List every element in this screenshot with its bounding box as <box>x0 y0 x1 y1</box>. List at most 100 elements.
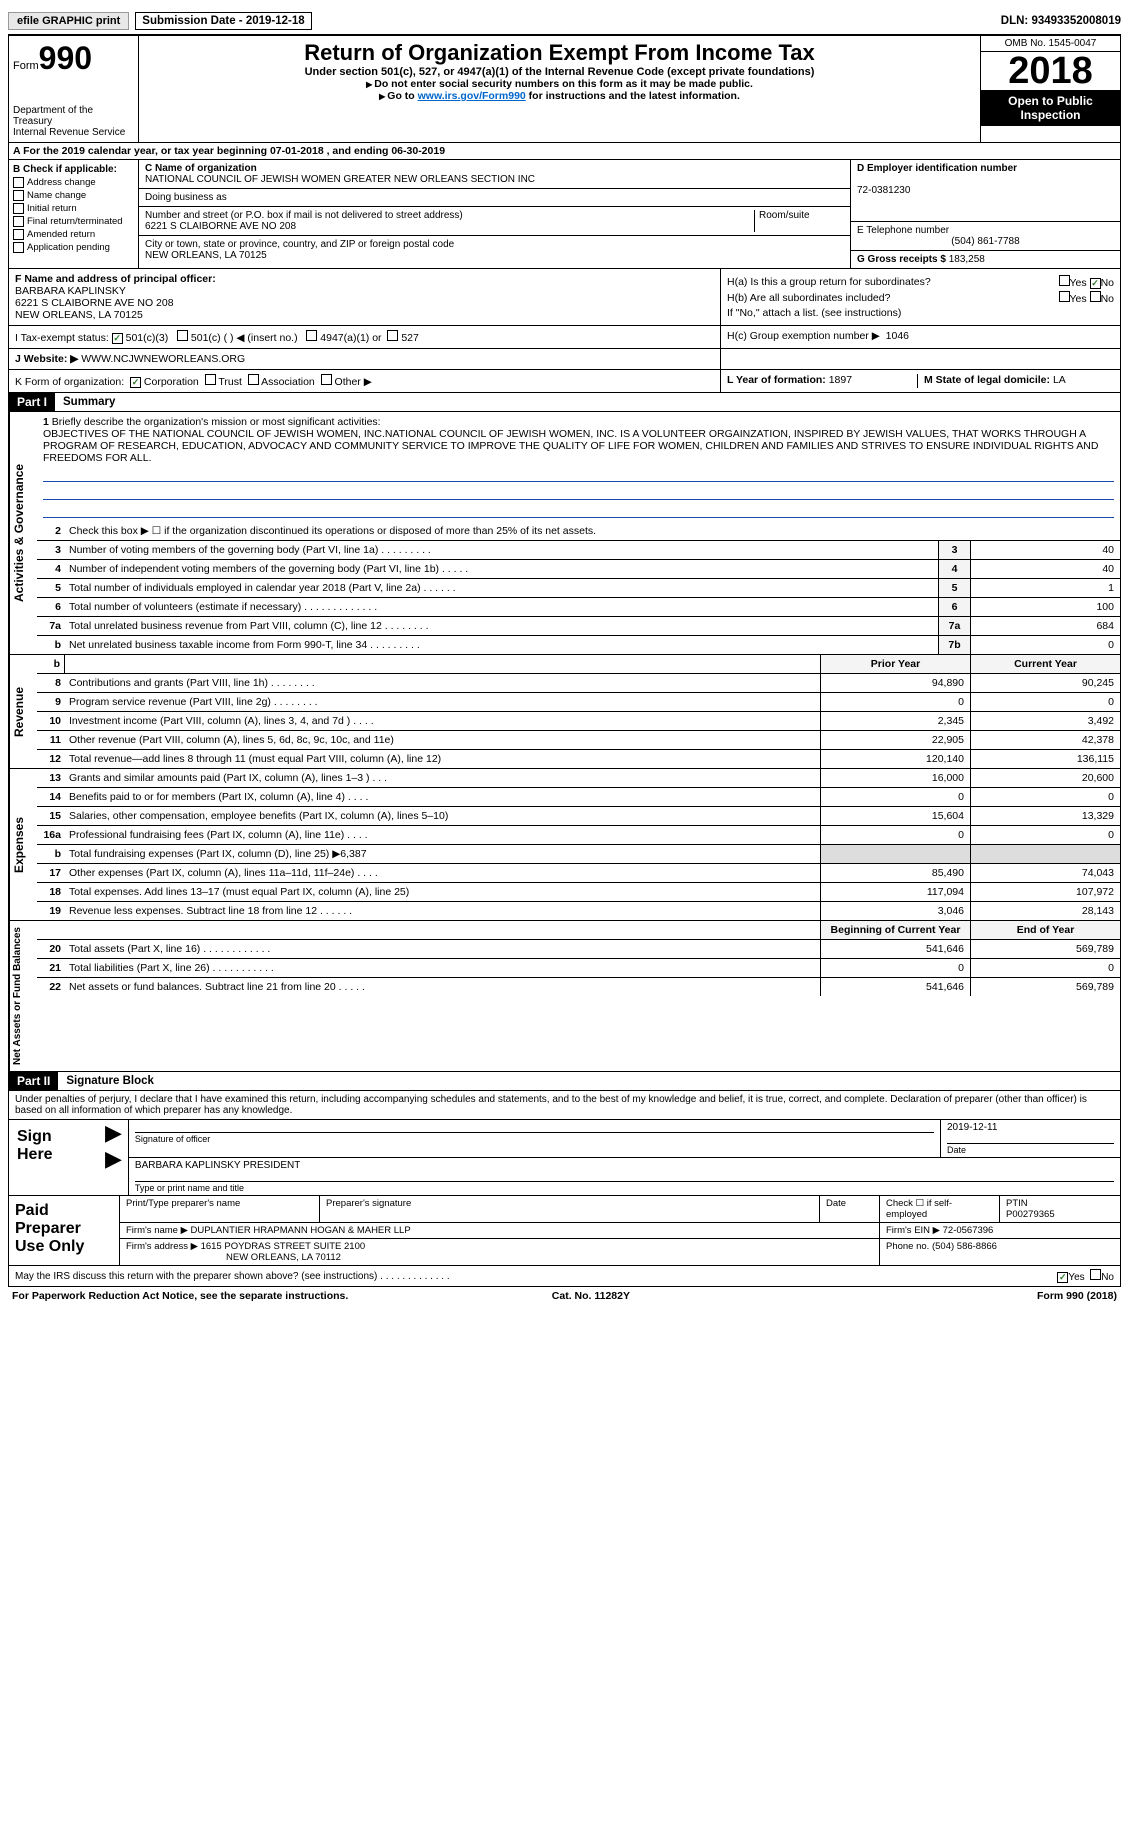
year-block: OMB No. 1545-0047 2018 Open to Public In… <box>980 36 1120 142</box>
summary-line: 20Total assets (Part X, line 16) . . . .… <box>37 940 1120 959</box>
box-b: B Check if applicable: Address change Na… <box>9 160 139 268</box>
checkbox-name-change[interactable] <box>13 190 24 201</box>
form-subtitle: Under section 501(c), 527, or 4947(a)(1)… <box>143 66 976 78</box>
summary-line: 12Total revenue—add lines 8 through 11 (… <box>37 750 1120 768</box>
summary-line: bTotal fundraising expenses (Part IX, co… <box>37 845 1120 864</box>
hb-yes[interactable] <box>1059 291 1070 302</box>
chk-trust[interactable] <box>205 374 216 385</box>
checkbox-application-pending[interactable] <box>13 242 24 253</box>
form-identifier: Form990 Department of the Treasury Inter… <box>9 36 139 142</box>
sign-arrow-icon: ▶▶ <box>99 1120 128 1195</box>
vtab-revenue: Revenue <box>9 655 37 768</box>
firm-address: Firm's address ▶ 1615 POYDRAS STREET SUI… <box>120 1239 880 1265</box>
preparer-sig-label: Preparer's signature <box>320 1196 820 1222</box>
efile-print-button[interactable]: efile GRAPHIC print <box>8 12 129 30</box>
summary-line: 5Total number of individuals employed in… <box>37 579 1120 598</box>
chk-other[interactable] <box>321 374 332 385</box>
phone: (504) 861-7788 <box>857 236 1114 247</box>
discuss-yes[interactable] <box>1057 1272 1068 1283</box>
summary-line: 17Other expenses (Part IX, column (A), l… <box>37 864 1120 883</box>
summary-line: 21Total liabilities (Part X, line 26) . … <box>37 959 1120 978</box>
part2-title: Signature Block <box>58 1075 162 1087</box>
summary-line: 13Grants and similar amounts paid (Part … <box>37 769 1120 788</box>
checkbox-amended[interactable] <box>13 229 24 240</box>
org-name-cell: C Name of organization NATIONAL COUNCIL … <box>139 160 850 189</box>
cat-number: Cat. No. 11282Y <box>552 1290 630 1302</box>
website: WWW.NCJWNEWORLEANS.ORG <box>81 353 245 365</box>
chk-4947[interactable] <box>306 330 317 341</box>
mission-block: 1 Briefly describe the organization's mi… <box>37 412 1120 522</box>
ha-yes[interactable] <box>1059 275 1070 286</box>
form-footer: Form 990 (2018) <box>1037 1290 1117 1302</box>
firm-phone: Phone no. (504) 586-8866 <box>880 1239 1120 1265</box>
summary-line: 3Number of voting members of the governi… <box>37 541 1120 560</box>
tax-year-range: A For the 2019 calendar year, or tax yea… <box>8 143 1121 160</box>
ein: 72-0381230 <box>857 185 910 196</box>
form-title: Return of Organization Exempt From Incom… <box>143 40 976 66</box>
sig-date-label: Date <box>947 1143 1114 1155</box>
tax-exempt-status: I Tax-exempt status: 501(c)(3) 501(c) ( … <box>9 326 720 348</box>
summary-line: 18Total expenses. Add lines 13–17 (must … <box>37 883 1120 902</box>
chk-501c3[interactable] <box>112 333 123 344</box>
ein-cell: D Employer identification number 72-0381… <box>851 160 1120 222</box>
paid-preparer-label: Paid Preparer Use Only <box>9 1196 119 1265</box>
instruction-1: Do not enter social security numbers on … <box>143 78 976 90</box>
gross-receipts: G Gross receipts $ 183,258 <box>851 251 1120 268</box>
vtab-expenses: Expenses <box>9 769 37 920</box>
year-formation: L Year of formation: 1897 <box>727 374 917 388</box>
preparer-name-label: Print/Type preparer's name <box>120 1196 320 1222</box>
sig-officer-label: Signature of officer <box>135 1132 934 1144</box>
phone-cell: E Telephone number (504) 861-7788 <box>851 222 1120 251</box>
sig-date: 2019-12-11 <box>947 1122 997 1133</box>
hb-no[interactable] <box>1090 291 1101 302</box>
perjury-declaration: Under penalties of perjury, I declare th… <box>9 1091 1120 1119</box>
ha-no[interactable] <box>1090 278 1101 289</box>
hb-line: H(b) Are all subordinates included? Yes … <box>727 291 1114 305</box>
domicile: M State of legal domicile: LA <box>917 374 1114 388</box>
begin-year-header: Beginning of Current Year <box>820 921 970 939</box>
ha-line: H(a) Is this a group return for subordin… <box>727 275 1114 289</box>
room-suite: Room/suite <box>754 210 844 232</box>
summary-line: 15Salaries, other compensation, employee… <box>37 807 1120 826</box>
hc-line: H(c) Group exemption number ▶ 1046 <box>720 326 1120 348</box>
hb-note: If "No," attach a list. (see instruction… <box>727 307 1114 319</box>
chk-501c[interactable] <box>177 330 188 341</box>
chk-527[interactable] <box>387 330 398 341</box>
vtab-governance: Activities & Governance <box>9 412 37 654</box>
org-name: NATIONAL COUNCIL OF JEWISH WOMEN GREATER… <box>145 174 844 185</box>
summary-line: 6Total number of volunteers (estimate if… <box>37 598 1120 617</box>
irs-link[interactable]: www.irs.gov/Form990 <box>418 90 526 102</box>
summary-line: 19Revenue less expenses. Subtract line 1… <box>37 902 1120 920</box>
paperwork-notice: For Paperwork Reduction Act Notice, see … <box>12 1290 348 1302</box>
summary-line: 4Number of independent voting members of… <box>37 560 1120 579</box>
part1-title: Summary <box>55 396 123 408</box>
checkbox-final-return[interactable] <box>13 216 24 227</box>
summary-line: 10Investment income (Part VIII, column (… <box>37 712 1120 731</box>
self-employed-check: Check ☐ if self-employed <box>880 1196 1000 1222</box>
discuss-no[interactable] <box>1090 1269 1101 1280</box>
form-title-block: Return of Organization Exempt From Incom… <box>139 36 980 142</box>
tax-year: 2018 <box>981 52 1120 90</box>
principal-officer: F Name and address of principal officer:… <box>9 269 720 325</box>
summary-line: 11Other revenue (Part VIII, column (A), … <box>37 731 1120 750</box>
sign-here-label: Sign Here <box>9 1120 99 1195</box>
checkbox-address-change[interactable] <box>13 177 24 188</box>
vtab-net-assets: Net Assets or Fund Balances <box>9 921 37 1071</box>
part1-header: Part I <box>9 393 55 411</box>
summary-line: 16aProfessional fundraising fees (Part I… <box>37 826 1120 845</box>
officer-name-label: Type or print name and title <box>135 1181 1114 1193</box>
end-year-header: End of Year <box>970 921 1120 939</box>
summary-line: 8Contributions and grants (Part VIII, li… <box>37 674 1120 693</box>
checkbox-initial-return[interactable] <box>13 203 24 214</box>
ptin-cell: PTINP00279365 <box>1000 1196 1120 1222</box>
officer-name: BARBARA KAPLINSKY PRESIDENT <box>135 1160 300 1171</box>
preparer-date-label: Date <box>820 1196 880 1222</box>
current-year-header: Current Year <box>970 655 1120 673</box>
summary-line: 22Net assets or fund balances. Subtract … <box>37 978 1120 996</box>
summary-line: 14Benefits paid to or for members (Part … <box>37 788 1120 807</box>
chk-corp[interactable] <box>130 377 141 388</box>
chk-assoc[interactable] <box>248 374 259 385</box>
summary-line: 7aTotal unrelated business revenue from … <box>37 617 1120 636</box>
summary-line: bNet unrelated business taxable income f… <box>37 636 1120 654</box>
website-row: J Website: ▶ WWW.NCJWNEWORLEANS.ORG <box>9 349 720 369</box>
